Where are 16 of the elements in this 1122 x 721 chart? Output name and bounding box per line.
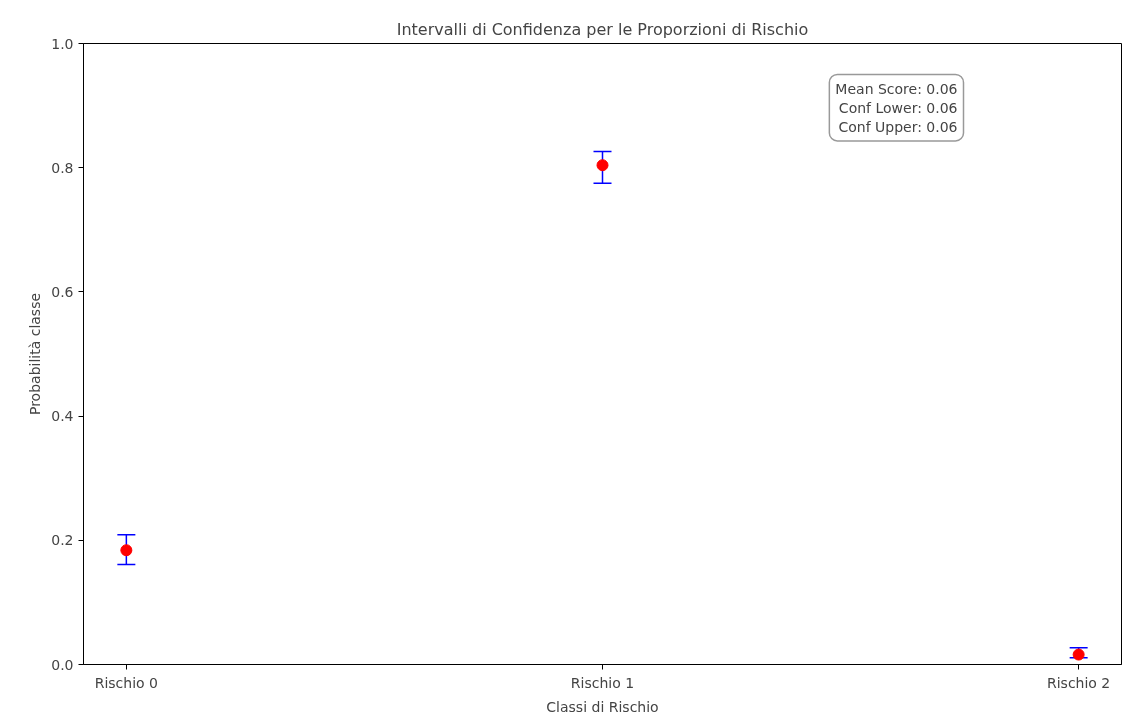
annotation: Mean Score: 0.06 Conf Lower: 0.06 Conf Upper: 0.06 <box>835 80 958 135</box>
y-tick-label: 0.4 <box>51 408 74 425</box>
point <box>120 544 133 557</box>
y-tick-label: 0.6 <box>51 283 74 300</box>
x-tick-label: Rischio 0 <box>94 674 158 691</box>
y-tick-label: 0.8 <box>51 159 74 176</box>
x-tick-label: Rischio 2 <box>1047 674 1111 691</box>
y-tick-label: 0.2 <box>51 532 74 549</box>
x-tick-label: Rischio 1 <box>570 674 635 691</box>
chart-title: Intervalli di Confidenza per le Proporzioni di Rischio <box>396 19 809 39</box>
point <box>1072 648 1085 661</box>
point <box>596 159 609 172</box>
y-tick-label: 0.0 <box>51 656 74 673</box>
y-tick-label: 1.0 <box>51 35 74 52</box>
x-axis-title: Classi di Rischio <box>546 698 659 715</box>
y-axis-title: Probabilità classe <box>27 292 44 416</box>
